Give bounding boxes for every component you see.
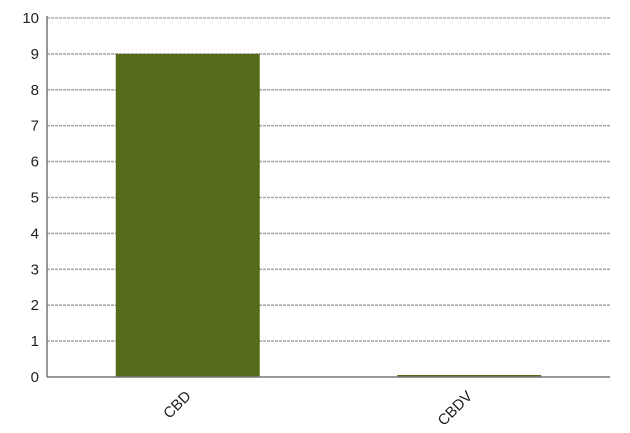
y-tick-label: 9 <box>31 46 39 63</box>
bar-cbd <box>115 53 260 378</box>
x-category-label-cbdv: CBDV <box>435 388 476 429</box>
y-tick-label: 4 <box>31 225 39 242</box>
axes <box>46 16 610 378</box>
y-tick-label: 1 <box>31 333 39 350</box>
y-tick-label: 6 <box>31 154 39 171</box>
y-tick-label: 10 <box>22 10 39 27</box>
y-tick-labels: 0 1 2 3 4 5 6 7 8 9 10 <box>22 10 39 386</box>
y-tick-label: 3 <box>31 261 39 278</box>
x-category-label-cbd: CBD <box>160 388 195 423</box>
y-tick-label: 0 <box>31 369 39 386</box>
x-category-labels: CBD CBDV <box>160 388 476 430</box>
y-tick-label: 5 <box>31 190 39 207</box>
bar-cbdv <box>397 375 542 377</box>
y-tick-label: 2 <box>31 297 39 314</box>
y-tick-label: 7 <box>31 118 39 135</box>
y-tick-label: 8 <box>31 82 39 99</box>
bars <box>115 53 542 378</box>
